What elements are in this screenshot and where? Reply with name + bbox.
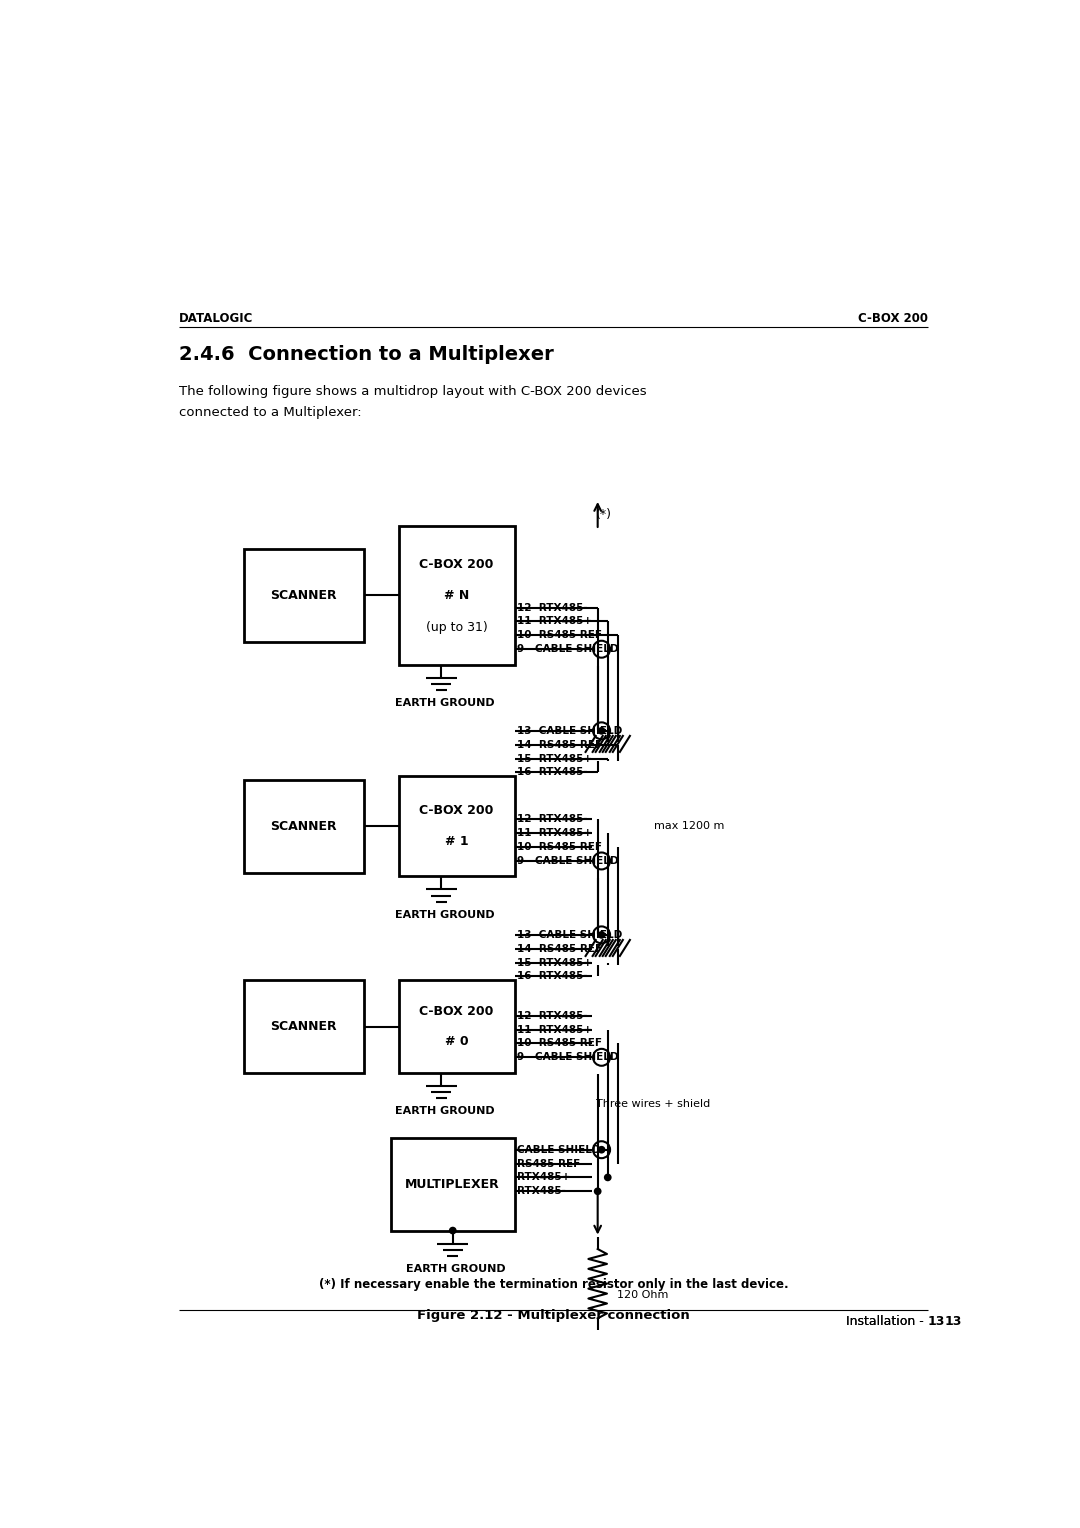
Bar [243, 781, 364, 872]
Text: RTX485+: RTX485+ [517, 1172, 570, 1183]
Text: 9   CABLE SHIELD: 9 CABLE SHIELD [517, 1053, 619, 1062]
Bar [243, 549, 364, 642]
Text: 13: 13 [945, 1316, 962, 1328]
Text: max 1200 m: max 1200 m [654, 822, 725, 831]
Text: C-BOX 200: C-BOX 200 [858, 312, 928, 324]
Circle shape [449, 1227, 457, 1235]
Text: 12  RTX485-: 12 RTX485- [517, 814, 588, 825]
Text: # 0: # 0 [445, 1036, 469, 1048]
Text: The following figure shows a multidrop layout with C-BOX 200 devices: The following figure shows a multidrop l… [179, 385, 647, 397]
Bar [399, 776, 515, 877]
Bar [399, 526, 515, 665]
Text: 9   CABLE SHIELD: 9 CABLE SHIELD [517, 856, 619, 866]
Text: 120 Ohm: 120 Ohm [617, 1290, 669, 1300]
Text: (up to 31): (up to 31) [426, 622, 487, 634]
Text: 16  RTX485-: 16 RTX485- [517, 767, 588, 778]
Text: 13: 13 [928, 1316, 945, 1328]
Text: Installation -: Installation - [846, 1316, 928, 1328]
Text: C-BOX 200: C-BOX 200 [419, 1004, 494, 1018]
Text: 11  RTX485+: 11 RTX485+ [517, 828, 592, 839]
Circle shape [594, 1187, 602, 1195]
Bar [243, 981, 364, 1073]
Text: 2.4.6  Connection to a Multiplexer: 2.4.6 Connection to a Multiplexer [179, 345, 554, 364]
Bar [391, 1138, 515, 1230]
Text: 13  CABLE SHIELD: 13 CABLE SHIELD [517, 726, 622, 736]
Bar [399, 981, 515, 1073]
Text: 14  RS485 REF: 14 RS485 REF [517, 944, 603, 953]
Text: RS485 REF: RS485 REF [517, 1158, 580, 1169]
Text: 16  RTX485-: 16 RTX485- [517, 972, 588, 981]
Text: 9   CABLE SHIELD: 9 CABLE SHIELD [517, 645, 619, 654]
Text: RTX485-: RTX485- [517, 1186, 566, 1196]
Text: 15  RTX485+: 15 RTX485+ [517, 753, 592, 764]
Text: 15  RTX485+: 15 RTX485+ [517, 958, 592, 967]
Text: 11  RTX485+: 11 RTX485+ [517, 1025, 592, 1034]
Text: 10  RS485 REF: 10 RS485 REF [517, 1039, 602, 1048]
Text: 10  RS485 REF: 10 RS485 REF [517, 842, 602, 853]
Text: EARTH GROUND: EARTH GROUND [406, 1264, 505, 1274]
Circle shape [604, 1174, 611, 1181]
Text: 10  RS485 REF: 10 RS485 REF [517, 631, 602, 640]
Text: (*): (*) [596, 507, 612, 521]
Text: C-BOX 200: C-BOX 200 [419, 558, 494, 571]
Circle shape [597, 727, 606, 735]
Text: SCANNER: SCANNER [270, 1021, 337, 1033]
Text: 14  RS485 REF: 14 RS485 REF [517, 740, 603, 750]
Text: CABLE SHIELD: CABLE SHIELD [517, 1144, 600, 1155]
Text: 12  RTX485-: 12 RTX485- [517, 1010, 588, 1021]
Text: EARTH GROUND: EARTH GROUND [394, 909, 495, 920]
Text: Installation -: Installation - [846, 1316, 928, 1328]
Circle shape [597, 1146, 606, 1154]
Text: (*) If necessary enable the termination resistor only in the last device.: (*) If necessary enable the termination … [319, 1277, 788, 1291]
Text: connected to a Multiplexer:: connected to a Multiplexer: [179, 405, 362, 419]
Text: SCANNER: SCANNER [270, 588, 337, 602]
Text: MULTIPLEXER: MULTIPLEXER [405, 1178, 500, 1190]
Text: 11  RTX485+: 11 RTX485+ [517, 616, 592, 626]
Text: EARTH GROUND: EARTH GROUND [394, 1106, 495, 1117]
Text: Figure 2.12 - Multiplexer connection: Figure 2.12 - Multiplexer connection [417, 1309, 690, 1322]
Text: Three wires + shield: Three wires + shield [596, 1099, 711, 1108]
Text: # N: # N [444, 588, 469, 602]
Text: SCANNER: SCANNER [270, 821, 337, 833]
Text: 13  CABLE SHIELD: 13 CABLE SHIELD [517, 931, 622, 940]
Text: C-BOX 200: C-BOX 200 [419, 804, 494, 817]
Text: 12  RTX485-: 12 RTX485- [517, 602, 588, 613]
Text: DATALOGIC: DATALOGIC [179, 312, 254, 324]
Text: EARTH GROUND: EARTH GROUND [394, 698, 495, 707]
Circle shape [597, 931, 606, 938]
Text: # 1: # 1 [445, 836, 469, 848]
